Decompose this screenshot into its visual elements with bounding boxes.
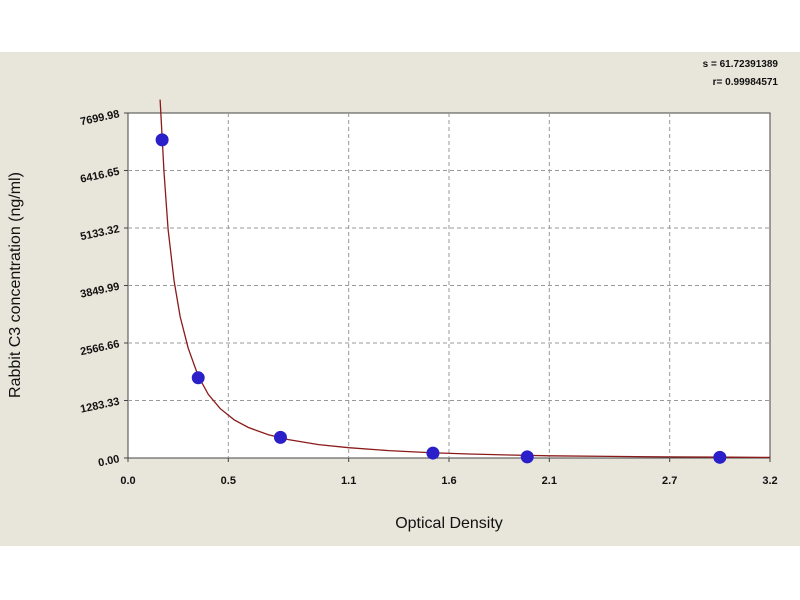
data-point: [273, 430, 287, 444]
x-axis-title: Optical Density: [395, 515, 503, 532]
stat-s: s = 61.72391389: [703, 59, 779, 70]
x-tick-label: 2.7: [662, 475, 677, 487]
x-tick-label: 1.6: [441, 475, 456, 487]
x-tick-label: 0.5: [221, 475, 236, 487]
data-point: [155, 133, 169, 147]
data-point: [426, 446, 440, 460]
y-tick-label: 0.00: [97, 453, 120, 469]
data-point: [520, 450, 534, 464]
grid-lines: [128, 113, 770, 458]
stat-r: r= 0.99984571: [713, 77, 779, 88]
x-tick-label: 0.0: [120, 475, 135, 487]
data-point: [713, 450, 727, 464]
y-axis-title: Rabbit C3 concentration (ng/ml): [7, 172, 24, 398]
x-tick-label: 1.1: [341, 475, 356, 487]
x-tick-label: 2.1: [542, 475, 557, 487]
x-axis-ticks: 0.0 0.5 1.1 1.6 2.1 2.7 3.2: [120, 458, 778, 487]
x-tick-label: 3.2: [762, 475, 777, 487]
data-point: [191, 371, 205, 385]
data-points: [155, 133, 727, 464]
